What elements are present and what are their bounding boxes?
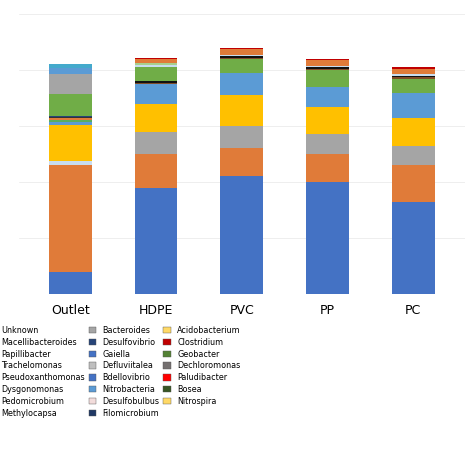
Bar xyxy=(220,55,263,56)
Bar xyxy=(49,64,92,68)
Bar xyxy=(135,83,177,84)
Bar xyxy=(392,165,435,201)
Bar xyxy=(49,94,92,116)
Bar xyxy=(135,67,177,82)
Bar xyxy=(135,63,177,64)
Bar xyxy=(220,95,263,126)
Bar xyxy=(306,135,349,154)
Bar xyxy=(135,82,177,83)
Bar xyxy=(220,59,263,73)
Bar xyxy=(135,154,177,188)
Bar xyxy=(49,117,92,118)
Bar xyxy=(306,182,349,294)
Bar xyxy=(220,49,263,55)
Bar xyxy=(392,69,435,74)
Bar xyxy=(306,87,349,107)
Bar xyxy=(135,84,177,104)
Bar xyxy=(392,77,435,79)
Bar xyxy=(49,68,92,74)
Bar xyxy=(306,67,349,69)
Bar xyxy=(135,57,177,59)
Bar xyxy=(392,76,435,77)
Bar xyxy=(220,148,263,176)
Bar xyxy=(392,201,435,294)
Bar xyxy=(306,69,349,70)
Bar xyxy=(220,57,263,59)
Bar xyxy=(306,59,349,60)
Bar xyxy=(49,116,92,117)
Bar xyxy=(220,48,263,49)
Bar xyxy=(49,161,92,165)
Bar xyxy=(220,73,263,95)
Bar xyxy=(220,56,263,57)
Bar xyxy=(135,188,177,294)
Bar xyxy=(392,79,435,92)
Bar xyxy=(392,92,435,118)
Bar xyxy=(49,165,92,272)
Bar xyxy=(49,120,92,122)
Bar xyxy=(49,125,92,161)
Bar xyxy=(220,126,263,148)
Bar xyxy=(306,60,349,66)
Bar xyxy=(392,146,435,165)
Bar xyxy=(306,66,349,67)
Bar xyxy=(392,67,435,69)
Bar xyxy=(306,107,349,135)
Bar xyxy=(220,176,263,294)
Bar xyxy=(49,74,92,94)
Bar xyxy=(392,74,435,76)
Bar xyxy=(135,59,177,63)
Bar xyxy=(49,272,92,294)
Bar xyxy=(49,122,92,125)
Bar xyxy=(49,118,92,120)
Legend: Unknown, Macellibacteroides, Papillibacter, Trachelomonas, Pseudoxanthomonas, Dy: Unknown, Macellibacteroides, Papillibact… xyxy=(0,326,241,418)
Bar xyxy=(306,70,349,87)
Bar xyxy=(135,132,177,154)
Bar xyxy=(135,104,177,132)
Bar xyxy=(135,64,177,67)
Bar xyxy=(306,154,349,182)
Bar xyxy=(392,118,435,146)
